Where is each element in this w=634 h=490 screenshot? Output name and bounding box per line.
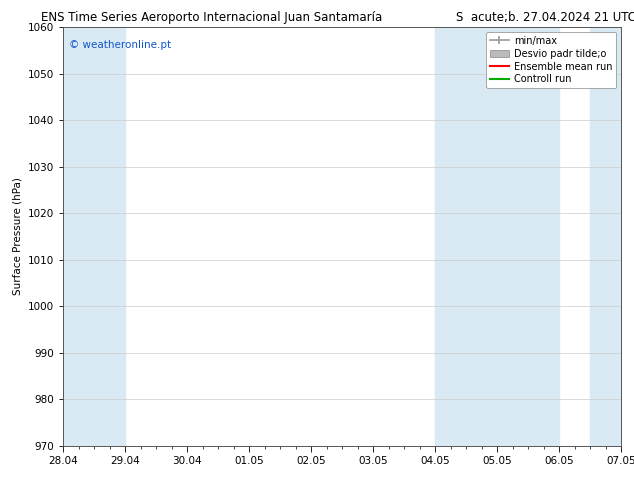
Text: ENS Time Series Aeroporto Internacional Juan Santamaría: ENS Time Series Aeroporto Internacional …	[41, 11, 382, 24]
Bar	[63, 27, 126, 446]
Y-axis label: Surface Pressure (hPa): Surface Pressure (hPa)	[13, 177, 23, 295]
Bar	[436, 27, 559, 446]
Text: © weatheronline.pt: © weatheronline.pt	[69, 40, 171, 49]
Text: S  acute;b. 27.04.2024 21 UTC: S acute;b. 27.04.2024 21 UTC	[456, 11, 634, 24]
Legend: min/max, Desvio padr tilde;o, Ensemble mean run, Controll run: min/max, Desvio padr tilde;o, Ensemble m…	[486, 32, 616, 88]
Bar	[590, 27, 634, 446]
